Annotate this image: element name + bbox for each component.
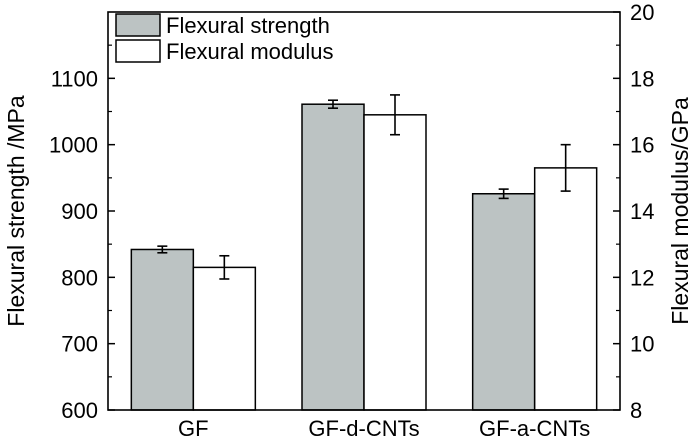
y2-tick-label: 8 xyxy=(630,398,642,423)
bar-strength xyxy=(301,103,365,411)
legend-label-modulus: Flexural modulus xyxy=(166,39,334,64)
legend-swatch-strength xyxy=(115,13,161,37)
y-tick-label: 1000 xyxy=(49,133,98,158)
bar-strength xyxy=(130,248,195,411)
y-tick-label: 700 xyxy=(61,332,98,357)
legend-label-strength: Flexural strength xyxy=(166,13,330,38)
y2-tick-label: 16 xyxy=(630,133,654,158)
y2-tick-label: 20 xyxy=(630,0,654,25)
bar-modulus xyxy=(363,114,427,411)
y-tick-label: 900 xyxy=(61,199,98,224)
y2-tick-label: 10 xyxy=(630,332,654,357)
y-tick-label: 1100 xyxy=(51,66,98,91)
y-tick-label: 800 xyxy=(61,265,98,290)
bar-modulus xyxy=(192,266,257,411)
y-axis-title: Flexural strength /MPa xyxy=(3,95,29,327)
bar-modulus xyxy=(533,167,598,411)
x-tick-label: GF-a-CNTs xyxy=(479,416,590,439)
error-bars-layer xyxy=(157,94,571,280)
y2-tick-label: 18 xyxy=(630,66,654,91)
x-tick-label: GF xyxy=(178,416,209,439)
y-tick-label: 600 xyxy=(61,398,98,423)
bars-layer xyxy=(130,103,598,411)
ticks-layer: GF GF-d-CNTs GF-a-CNTs 600 700 800 900 1000 1100… xyxy=(49,0,654,439)
y2-tick-label: 14 xyxy=(630,199,654,224)
legend-swatch-modulus xyxy=(115,39,161,63)
y2-tick-label: 12 xyxy=(630,265,654,290)
x-tick-label: GF-d-CNTs xyxy=(308,416,419,439)
y2-axis-title: Flexural modulus/GPa xyxy=(667,97,693,325)
bar-strength xyxy=(471,193,536,411)
